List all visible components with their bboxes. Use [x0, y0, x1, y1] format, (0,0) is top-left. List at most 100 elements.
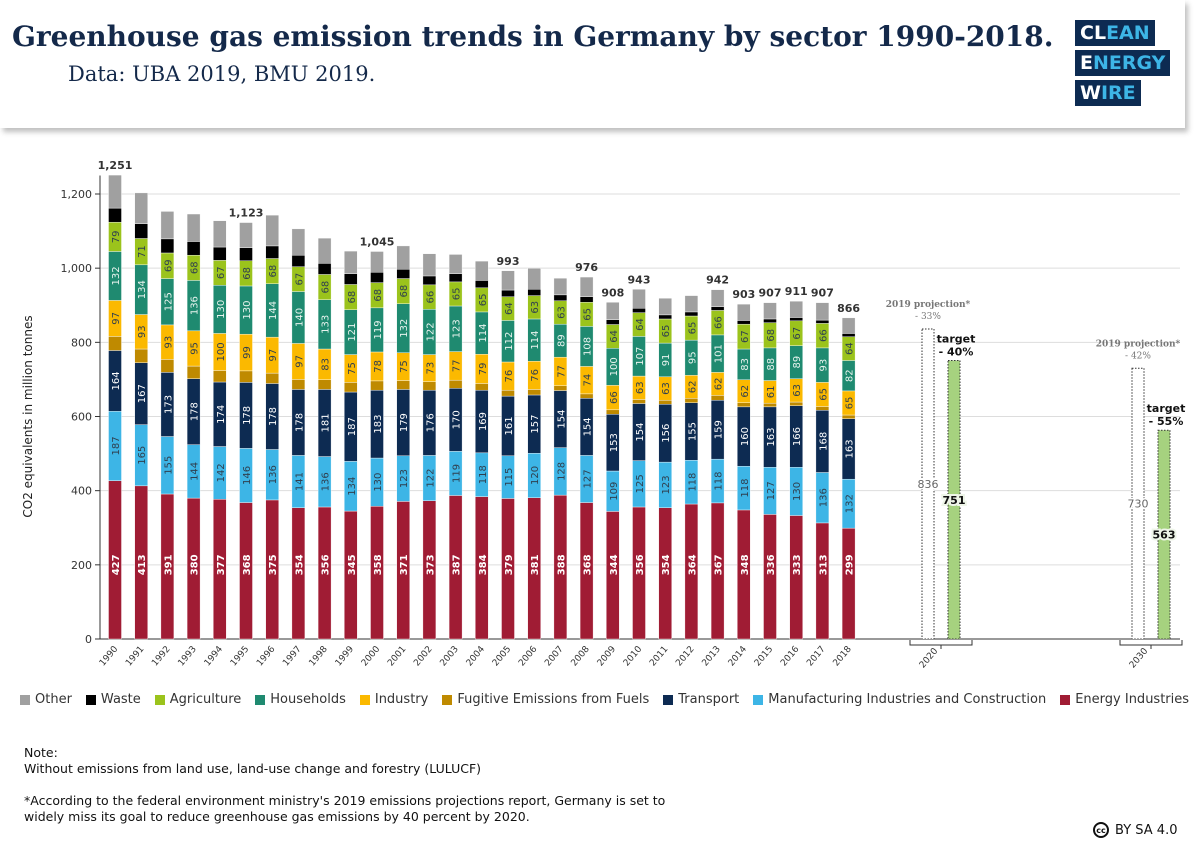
projection-pct: - 42%: [1125, 351, 1151, 361]
bar-segment: [213, 246, 227, 261]
bar-segment: [448, 273, 463, 283]
segment-label: 146: [242, 466, 253, 485]
segment-label: 93: [137, 325, 148, 338]
bar-segment: [134, 348, 148, 363]
bar-segment: [684, 311, 699, 317]
segment-label: 63: [530, 301, 541, 314]
bar-segment: [501, 389, 515, 397]
projection-pct: - 33%: [915, 312, 941, 322]
segment-label: 83: [740, 358, 751, 371]
segment-label: 69: [163, 259, 174, 272]
x-tick-label: 2017: [805, 645, 827, 669]
header: Greenhouse gas emission trends in German…: [0, 0, 1185, 128]
segment-label: 68: [242, 267, 253, 280]
segment-label: 187: [111, 436, 122, 455]
y-tick-label: 400: [71, 485, 92, 498]
bar-segment: [841, 333, 856, 337]
total-label: 907: [811, 287, 834, 300]
bar-segment: [841, 414, 856, 419]
bar-segment: [317, 379, 332, 390]
total-label: 907: [759, 287, 782, 300]
segment-label: 115: [504, 468, 515, 487]
segment-label: 120: [530, 466, 541, 485]
target-label: target: [937, 333, 976, 346]
segment-label: 163: [766, 428, 777, 447]
segment-label: 388: [556, 554, 567, 575]
segment-label: 74: [583, 374, 594, 387]
segment-label: 154: [583, 417, 594, 436]
bar-segment: [475, 280, 489, 289]
segment-label: 155: [163, 456, 174, 475]
bar-segment: [186, 365, 201, 379]
segment-label: 67: [792, 327, 803, 340]
segment-label: 132: [399, 319, 410, 338]
segment-label: 66: [714, 316, 725, 329]
bar-segment: [815, 319, 830, 324]
segment-label: 144: [268, 301, 279, 320]
segment-label: 118: [740, 479, 751, 498]
bar-segment: [317, 263, 332, 275]
segment-label: 68: [268, 265, 279, 278]
segment-label: 377: [216, 554, 227, 575]
segment-label: 354: [294, 554, 305, 575]
segment-label: 83: [321, 358, 332, 371]
segment-label: 367: [714, 554, 725, 575]
segment-label: 164: [111, 371, 122, 390]
segment-label: 95: [190, 342, 201, 355]
segment-label: 65: [687, 322, 698, 335]
segment-label: 114: [530, 331, 541, 350]
bar-segment: [606, 409, 620, 415]
segment-label: 68: [321, 281, 332, 294]
bar-segment: [658, 314, 672, 320]
y-tick-label: 0: [85, 633, 92, 646]
x-tick-label: 1998: [308, 644, 331, 668]
segment-label: 154: [635, 423, 646, 442]
bar-segment: [370, 251, 384, 273]
clean-energy-wire-logo: CLEAN ENERGY WIRE: [1075, 20, 1171, 110]
segment-label: 68: [766, 329, 777, 342]
segment-label: 176: [425, 413, 436, 432]
segment-label: 66: [609, 391, 620, 404]
note: Note: Without emissions from land use, l…: [24, 745, 665, 825]
segment-label: 413: [137, 554, 148, 575]
segment-label: 62: [714, 377, 725, 390]
target-pct: - 55%: [1149, 415, 1184, 428]
bar-segment: [789, 401, 803, 406]
bar-segment: [553, 294, 568, 302]
bar-segment: [213, 370, 227, 383]
bar-segment: [527, 267, 541, 290]
segment-label: 99: [242, 346, 253, 359]
segment-label: 169: [478, 412, 489, 431]
segment-label: 65: [818, 388, 829, 401]
segment-label: 391: [163, 554, 174, 575]
x-tick-label: 2011: [648, 645, 670, 669]
bar-segment: [265, 372, 279, 384]
segment-label: 156: [661, 424, 672, 443]
segment-label: 373: [425, 554, 436, 575]
segment-label: 134: [137, 280, 148, 299]
bar-segment: [396, 269, 410, 279]
bar-segment: [422, 253, 437, 277]
creative-commons-icon: cc: [1093, 822, 1109, 838]
stacked-bar-chart: 0 200 400 600 800 1,000 1,200 CO2 equivalents i…: [21, 159, 1186, 670]
y-tick-label: 1,000: [61, 262, 93, 275]
bar-segment: [501, 270, 515, 291]
bar-segment: [553, 277, 568, 296]
bar-segment: [396, 245, 410, 270]
segment-label: 170: [452, 410, 463, 429]
segment-label: 63: [792, 384, 803, 397]
bar-segment: [160, 211, 175, 240]
segment-label: 134: [347, 477, 358, 496]
legend-label: Waste: [100, 692, 141, 707]
y-tick-label: 800: [71, 336, 92, 349]
legend-item: Agriculture: [154, 692, 241, 707]
segment-label: 130: [373, 473, 384, 492]
bar-segment: [815, 522, 830, 640]
segment-label: 132: [111, 266, 122, 285]
segment-label: 345: [347, 554, 358, 575]
legend-swatch: [663, 694, 674, 705]
target-label: target: [1147, 402, 1186, 415]
segment-label: 173: [163, 395, 174, 414]
target-value: 751: [943, 494, 966, 507]
segment-label: 76: [504, 370, 515, 383]
